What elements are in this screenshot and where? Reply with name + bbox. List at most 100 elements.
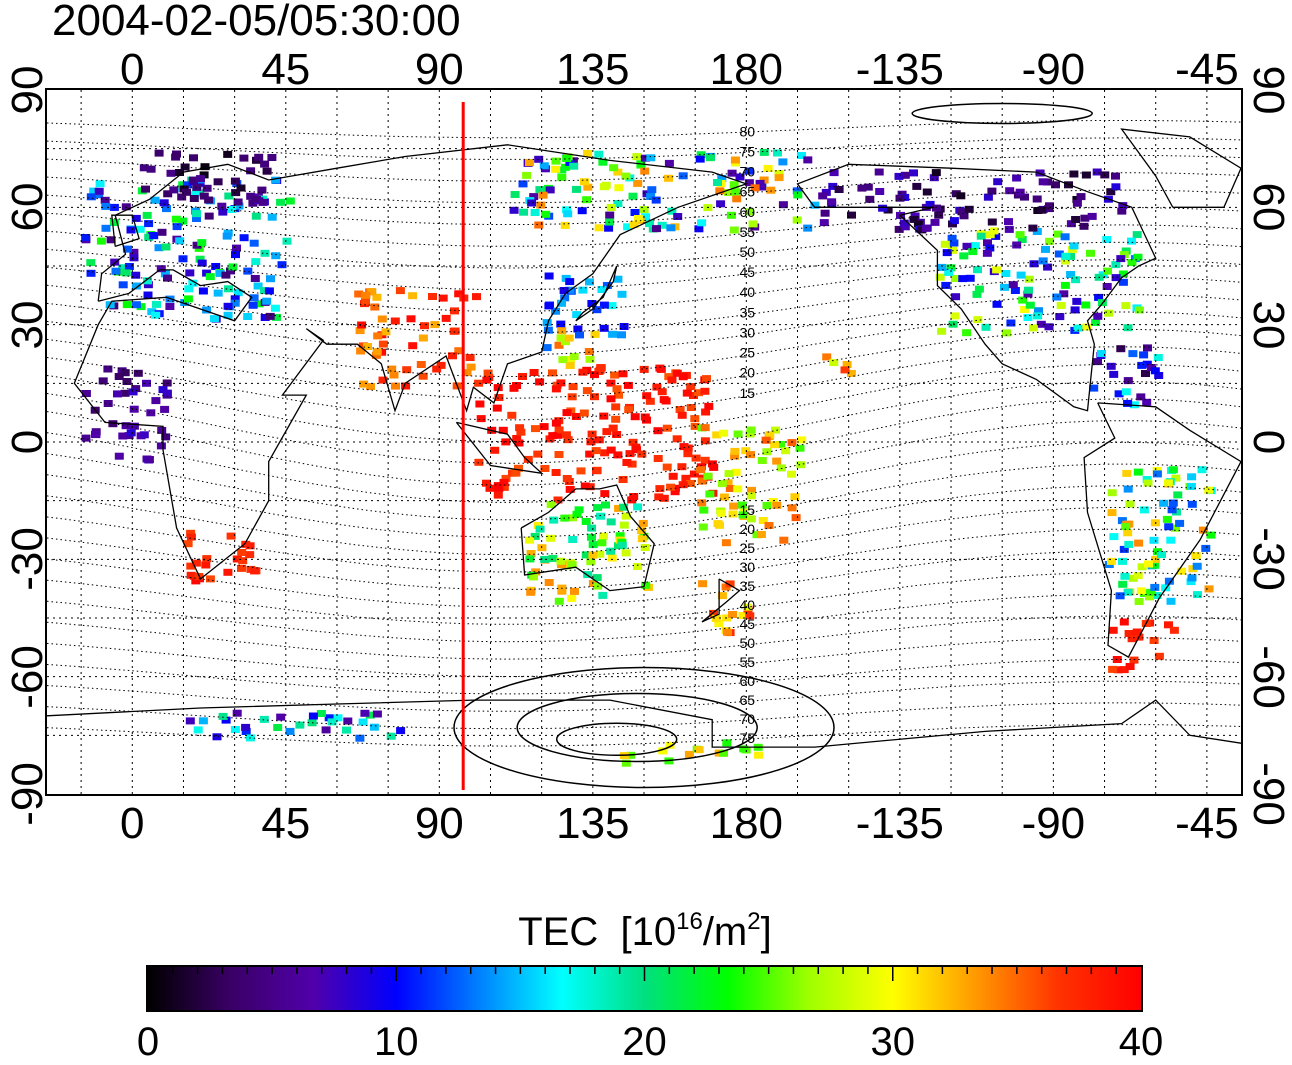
tec-pixel: [776, 441, 785, 448]
tec-pixel: [162, 389, 172, 397]
tec-pixel: [1132, 231, 1142, 239]
tec-pixel: [582, 387, 592, 395]
tec-pixel: [327, 718, 337, 726]
tec-pixel: [973, 316, 983, 324]
tec-pixel: [1161, 584, 1171, 592]
tec-pixel: [1119, 545, 1129, 553]
tec-pixel: [135, 225, 145, 233]
tec-pixel: [1106, 362, 1116, 370]
tec-pixel: [377, 315, 387, 323]
contour-label: 75: [740, 730, 756, 746]
tec-pixel: [1119, 666, 1129, 674]
tec-pixel: [633, 503, 643, 511]
tec-pixel: [485, 484, 495, 492]
tec-pixel: [700, 456, 710, 464]
tec-pixel: [771, 426, 780, 434]
bottom-lon-tick: 135: [556, 799, 630, 848]
tec-pixel: [156, 442, 166, 450]
tec-pixel: [657, 388, 667, 396]
tec-pixel: [1102, 283, 1112, 290]
tec-pixel: [949, 239, 959, 247]
tec-pixel: [790, 493, 800, 501]
tec-pixel: [829, 169, 839, 177]
tec-pixel: [507, 411, 517, 419]
tec-pixel: [875, 188, 885, 195]
tec-pixel: [703, 472, 713, 480]
tec-pixel: [585, 450, 595, 458]
contour-label: 20: [740, 365, 756, 381]
bottom-lon-tick: -45: [1175, 799, 1239, 848]
tec-pixel: [1150, 583, 1160, 591]
tec-pixel: [260, 249, 270, 257]
tec-pixel: [260, 160, 270, 168]
tec-pixel: [1137, 563, 1147, 571]
tec-pixel: [1020, 306, 1030, 313]
tec-pixel: [221, 271, 231, 279]
tec-pixel: [563, 210, 573, 218]
tec-pixel: [267, 154, 277, 161]
tec-pixel: [587, 430, 597, 438]
tec-pixel: [121, 422, 131, 430]
tec-pixel: [215, 269, 225, 277]
tec-pixel: [829, 359, 839, 367]
tec-pixel: [282, 237, 292, 245]
tec-pixel: [935, 273, 945, 281]
tec-pixel: [1142, 398, 1152, 406]
coastline: [796, 163, 1157, 412]
tec-pixel: [728, 510, 738, 518]
tec-pixel: [1010, 287, 1020, 294]
tec-pixel: [554, 451, 564, 458]
contour-label: 40: [740, 284, 756, 300]
tec-pixel: [755, 179, 765, 187]
tec-pixel: [237, 564, 246, 572]
tec-pixel: [1016, 271, 1026, 279]
tec-pixel: [617, 541, 627, 549]
tec-pixel: [126, 226, 136, 234]
right-lat-tick: 30: [1244, 300, 1292, 350]
tec-pixel: [982, 249, 992, 257]
tec-pixel: [1197, 466, 1207, 474]
tec-pixel: [1111, 274, 1121, 282]
tec-pixel: [746, 515, 756, 523]
tec-pixel: [428, 293, 437, 300]
tec-pixel: [1112, 656, 1122, 663]
tec-pixel: [592, 574, 602, 582]
tec-pixel: [1133, 572, 1143, 580]
top-lon-tick: 90: [414, 45, 464, 94]
tec-pixel: [597, 539, 607, 547]
tec-pixel: [525, 159, 534, 167]
tec-pixel: [522, 171, 532, 179]
tec-pixel: [1157, 551, 1166, 559]
magnetic-contour: [47, 615, 1241, 660]
tec-pixel: [321, 726, 331, 734]
tec-pixel: [510, 191, 520, 198]
tec-pixel: [390, 317, 400, 325]
tec-pixel: [212, 733, 222, 741]
tec-pixel: [387, 365, 397, 373]
tec-pixel: [697, 477, 707, 485]
tec-pixel: [632, 446, 641, 454]
tec-pixel: [144, 233, 154, 241]
tec-pixel: [1123, 399, 1133, 407]
tec-pixel: [602, 282, 612, 289]
tec-pixel: [129, 422, 139, 430]
tec-pixel: [745, 208, 755, 216]
tec-pixel: [474, 458, 484, 466]
contour-label: 65: [740, 184, 756, 200]
tec-pixel: [730, 447, 740, 455]
tec-pixel: [792, 187, 802, 195]
tec-pixel: [526, 550, 536, 557]
tec-pixel: [602, 428, 612, 436]
tec-pixel: [754, 751, 764, 759]
tec-pixel: [213, 289, 223, 297]
tec-pixel: [558, 356, 568, 364]
tec-pixel: [499, 483, 509, 491]
tec-pixel: [713, 179, 722, 186]
tec-pixel: [562, 409, 572, 417]
tec-pixel: [1121, 247, 1131, 255]
tec-pixel: [1127, 237, 1136, 245]
magnetic-contour: [47, 259, 1241, 312]
tec-pixel: [637, 535, 647, 543]
tec-pixel: [768, 498, 778, 505]
tec-pixel: [821, 188, 831, 196]
